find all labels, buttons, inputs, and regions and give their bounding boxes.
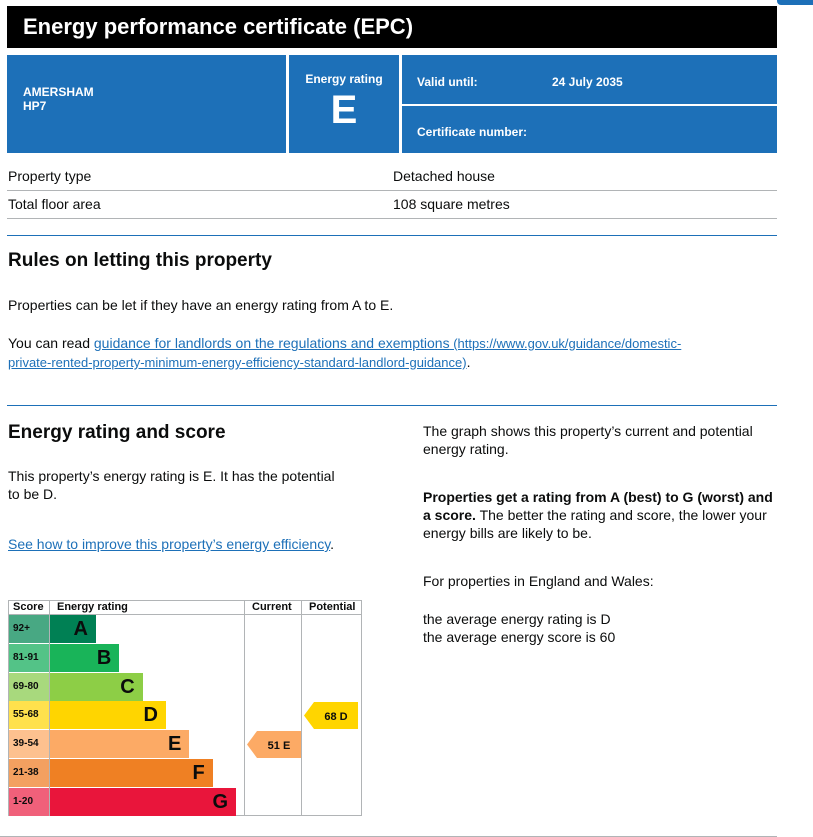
header-energy-rating: Energy rating bbox=[57, 601, 128, 613]
potential-rating-arrow-label: 68 D bbox=[324, 711, 347, 723]
address-line-1: AMERSHAM bbox=[23, 85, 94, 99]
energy-rating-value: E bbox=[330, 88, 358, 132]
average-rating: the average energy rating is D bbox=[423, 611, 611, 627]
band-letter: E bbox=[167, 733, 182, 756]
band-score: 69-80 bbox=[9, 672, 49, 701]
band-letter: D bbox=[143, 704, 158, 727]
current-rating-arrow: 51 E bbox=[247, 731, 301, 759]
column-divider bbox=[49, 601, 50, 815]
landlord-guidance-link-text: guidance for landlords on the regulation… bbox=[93, 335, 450, 351]
energy-rating-label: Energy rating bbox=[305, 72, 383, 86]
certificate-number-box: Certificate number: bbox=[402, 106, 777, 153]
landlord-guidance-url-1: (https://www.gov.uk/guidance/domestic- bbox=[449, 336, 682, 351]
rating-paragraph: This property’s energy rating is E. It h… bbox=[8, 468, 335, 502]
band-letter: G bbox=[212, 790, 228, 813]
improve-efficiency-link[interactable]: See how to improve this property’s energ… bbox=[8, 536, 331, 552]
landlord-guidance-link[interactable]: guidance for landlords on the regulation… bbox=[8, 335, 681, 370]
rating-scale-explanation: Properties get a rating from A (best) to… bbox=[423, 488, 778, 542]
valid-until-box: Valid until: 24 July 2035 bbox=[402, 55, 777, 104]
band-bar-c: C bbox=[50, 672, 143, 701]
valid-until-label: Valid until: bbox=[417, 75, 478, 89]
section-divider-2 bbox=[7, 405, 777, 406]
band-bar-a: A bbox=[50, 615, 96, 643]
band-letter: B bbox=[96, 646, 112, 669]
energy-rating-box: Energy rating E bbox=[289, 55, 399, 153]
rating-scale-rest: The better the rating and score, the low… bbox=[423, 507, 767, 541]
header-divider bbox=[9, 614, 361, 615]
column-divider bbox=[244, 601, 245, 815]
letting-prefix: You can read bbox=[8, 335, 94, 351]
band-score: 1-20 bbox=[9, 787, 49, 816]
graph-explanation: The graph shows this property’s current … bbox=[423, 423, 753, 457]
band-bar-d: D bbox=[50, 701, 166, 730]
letting-heading: Rules on letting this property bbox=[8, 250, 272, 271]
floor-area-label: Total floor area bbox=[8, 196, 101, 212]
letting-paragraph-2: You can read guidance for landlords on t… bbox=[8, 334, 773, 372]
address-box: AMERSHAM HP7 bbox=[7, 55, 286, 153]
band-letter: A bbox=[73, 618, 88, 640]
floor-area-value: 108 square metres bbox=[393, 196, 510, 212]
band-score: 39-54 bbox=[9, 730, 49, 759]
property-type-row: Property type Detached house bbox=[7, 162, 777, 191]
england-wales-note: For properties in England and Wales: bbox=[423, 573, 654, 589]
band-letter: C bbox=[120, 675, 135, 698]
letting-suffix: . bbox=[466, 354, 471, 370]
top-right-accent bbox=[777, 0, 813, 5]
header-score: Score bbox=[13, 601, 44, 613]
rating-scale-bold: Properties get a rating from A (best) to… bbox=[423, 489, 773, 523]
section-divider bbox=[7, 235, 777, 236]
band-score: 55-68 bbox=[9, 701, 49, 730]
rating-heading: Energy rating and score bbox=[8, 422, 226, 443]
band-score: 21-38 bbox=[9, 759, 49, 787]
potential-rating-arrow: 68 D bbox=[304, 702, 358, 730]
band-bar-g: G bbox=[50, 787, 236, 816]
landlord-guidance-url-2: private-rented-property-minimum-energy-e… bbox=[8, 355, 467, 370]
floor-area-row: Total floor area 108 square metres bbox=[7, 190, 777, 219]
energy-rating-chart: Score Energy rating Current Potential 92… bbox=[8, 600, 362, 816]
improve-paragraph: See how to improve this property’s energ… bbox=[8, 535, 338, 553]
average-score: the average energy score is 60 bbox=[423, 629, 616, 645]
property-type-label: Property type bbox=[8, 168, 92, 184]
column-divider bbox=[301, 601, 302, 815]
header-current: Current bbox=[252, 601, 292, 613]
property-type-value: Detached house bbox=[393, 168, 495, 184]
band-bar-e: E bbox=[50, 730, 190, 759]
page-title: Energy performance certificate (EPC) bbox=[7, 6, 777, 48]
band-score: 92+ bbox=[9, 615, 49, 643]
current-rating-arrow-label: 51 E bbox=[268, 740, 291, 752]
certificate-number-label: Certificate number: bbox=[417, 125, 528, 139]
address-line-2: HP7 bbox=[23, 99, 47, 113]
letting-paragraph-1: Properties can be let if they have an en… bbox=[8, 297, 394, 313]
band-score: 81-91 bbox=[9, 643, 49, 672]
averages: the average energy rating is D the avera… bbox=[423, 610, 773, 646]
band-letter: F bbox=[192, 762, 205, 784]
valid-until-value: 24 July 2035 bbox=[552, 75, 623, 89]
improve-suffix: . bbox=[330, 536, 335, 552]
header-potential: Potential bbox=[309, 601, 356, 613]
band-bar-b: B bbox=[50, 643, 120, 672]
band-bar-f: F bbox=[50, 759, 213, 787]
